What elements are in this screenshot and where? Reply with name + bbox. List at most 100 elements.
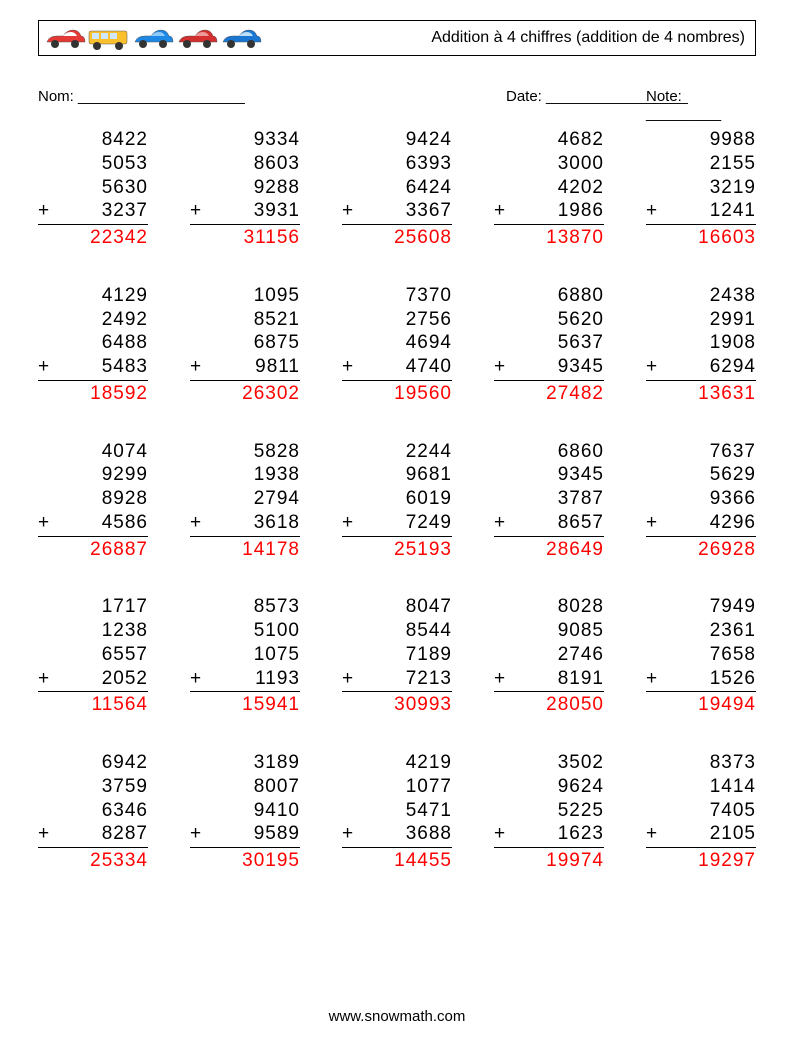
answer: 26887 (38, 537, 148, 562)
addend: 3787 (494, 487, 604, 511)
addend: 2361 (646, 619, 756, 643)
addend: 5471 (342, 799, 452, 823)
problems-row: 171712386557+205211564857351001075+11931… (38, 595, 756, 717)
problems-grid: 842250535630+323722342933486039288+39313… (38, 128, 756, 907)
addend: 8928 (38, 487, 148, 511)
addend: 7405 (646, 799, 756, 823)
addend: 6880 (494, 284, 604, 308)
last-addend: +1526 (646, 667, 756, 693)
last-addend: +1241 (646, 199, 756, 225)
addend: 2244 (342, 440, 452, 464)
addend: 8007 (190, 775, 300, 799)
last-addend: +1193 (190, 667, 300, 693)
answer: 13631 (646, 381, 756, 406)
answer: 14178 (190, 537, 300, 562)
header-box: Addition à 4 chiffres (addition de 4 nom… (38, 20, 756, 56)
last-addend: +7249 (342, 511, 452, 537)
answer: 25334 (38, 848, 148, 873)
note-field: Note: _________ (646, 88, 756, 122)
addend: 6488 (38, 331, 148, 355)
addend: 1238 (38, 619, 148, 643)
last-addend: +3931 (190, 199, 300, 225)
addition-problem: 837314147405+210519297 (646, 751, 756, 873)
addend: 6424 (342, 176, 452, 200)
addition-problem: 686093453787+865728649 (494, 440, 604, 562)
last-addend: +7213 (342, 667, 452, 693)
answer: 26302 (190, 381, 300, 406)
last-addend: +4740 (342, 355, 452, 381)
addition-problem: 737027564694+474019560 (342, 284, 452, 406)
answer: 28050 (494, 692, 604, 717)
last-addend: +3688 (342, 822, 452, 848)
footer-url: www.snowmath.com (0, 1008, 794, 1025)
last-addend: +2052 (38, 667, 148, 693)
problems-row: 407492998928+458626887 582819382794+36181… (38, 440, 756, 562)
addend: 1075 (190, 643, 300, 667)
addend: 2756 (342, 308, 452, 332)
last-addend: +3618 (190, 511, 300, 537)
addend: 1938 (190, 463, 300, 487)
addend: 7637 (646, 440, 756, 464)
addend: 5620 (494, 308, 604, 332)
last-addend: +9589 (190, 822, 300, 848)
answer: 19560 (342, 381, 452, 406)
addend: 2492 (38, 308, 148, 332)
addend: 9085 (494, 619, 604, 643)
addition-problem: 412924926488+548318592 (38, 284, 148, 406)
answer: 25193 (342, 537, 452, 562)
addend: 9410 (190, 799, 300, 823)
answer: 16603 (646, 225, 756, 250)
last-addend: +6294 (646, 355, 756, 381)
last-addend: +8657 (494, 511, 604, 537)
addend: 9424 (342, 128, 452, 152)
addition-problem: 842250535630+323722342 (38, 128, 148, 250)
addend: 9288 (190, 176, 300, 200)
addend: 1717 (38, 595, 148, 619)
addend: 9366 (646, 487, 756, 511)
addend: 9334 (190, 128, 300, 152)
addend: 7370 (342, 284, 452, 308)
addend: 3000 (494, 152, 604, 176)
addend: 3759 (38, 775, 148, 799)
last-addend: +1986 (494, 199, 604, 225)
answer: 14455 (342, 848, 452, 873)
addend: 8544 (342, 619, 452, 643)
addend: 9345 (494, 463, 604, 487)
addition-problem: 350296245225+162319974 (494, 751, 604, 873)
addition-problem: 468230004202+198613870 (494, 128, 604, 250)
addend: 5629 (646, 463, 756, 487)
addend: 8373 (646, 751, 756, 775)
addend: 4129 (38, 284, 148, 308)
answer: 25608 (342, 225, 452, 250)
addend: 3219 (646, 176, 756, 200)
addend: 4219 (342, 751, 452, 775)
addition-problem: 802890852746+819128050 (494, 595, 604, 717)
worksheet-title: Addition à 4 chiffres (addition de 4 nom… (431, 21, 745, 55)
addend: 9299 (38, 463, 148, 487)
addend: 5828 (190, 440, 300, 464)
addend: 4074 (38, 440, 148, 464)
addend: 2794 (190, 487, 300, 511)
addition-problem: 109585216875+981126302 (190, 284, 300, 406)
addend: 7189 (342, 643, 452, 667)
last-addend: +4586 (38, 511, 148, 537)
addition-problem: 688056205637+934527482 (494, 284, 604, 406)
answer: 15941 (190, 692, 300, 717)
addend: 5053 (38, 152, 148, 176)
last-addend: +9811 (190, 355, 300, 381)
answer: 26928 (646, 537, 756, 562)
addend: 5637 (494, 331, 604, 355)
addend: 4202 (494, 176, 604, 200)
addend: 2155 (646, 152, 756, 176)
addition-problem: 942463936424+336725608 (342, 128, 452, 250)
last-addend: +4296 (646, 511, 756, 537)
addend: 6942 (38, 751, 148, 775)
addend: 9681 (342, 463, 452, 487)
addend: 8047 (342, 595, 452, 619)
addend: 1414 (646, 775, 756, 799)
last-addend: +1623 (494, 822, 604, 848)
addend: 7658 (646, 643, 756, 667)
addend: 1077 (342, 775, 452, 799)
addend: 8573 (190, 595, 300, 619)
addition-problem: 171712386557+205211564 (38, 595, 148, 717)
